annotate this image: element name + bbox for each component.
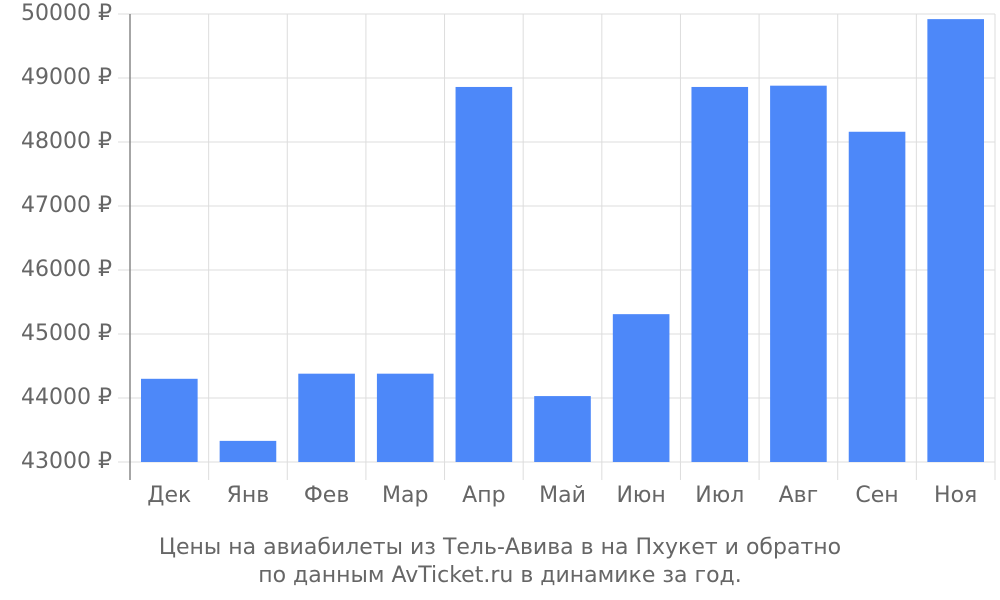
x-tick-label: Апр xyxy=(462,483,505,508)
bar xyxy=(691,86,749,463)
x-tick-label: Мар xyxy=(382,483,428,508)
x-tick-label: Фев xyxy=(304,483,349,508)
bar xyxy=(848,131,906,462)
bar xyxy=(770,85,827,463)
caption-line: Цены на авиабилеты из Тель-Авива в на Пх… xyxy=(159,535,841,560)
bar xyxy=(534,396,591,462)
y-tick-label: 45000 ₽ xyxy=(21,321,112,346)
bar xyxy=(927,19,984,463)
bar xyxy=(141,378,198,462)
y-tick-label: 48000 ₽ xyxy=(21,129,112,154)
bar xyxy=(376,373,434,462)
x-tick-label: Дек xyxy=(147,483,191,508)
bar xyxy=(219,440,277,462)
y-tick-label: 44000 ₽ xyxy=(21,385,112,410)
bar xyxy=(298,373,355,462)
x-tick-label: Июн xyxy=(616,483,665,508)
bar xyxy=(455,86,513,463)
caption-line: по данным AvTicket.ru в динамике за год. xyxy=(258,563,742,588)
y-tick-label: 47000 ₽ xyxy=(21,193,112,218)
x-tick-label: Май xyxy=(539,483,586,508)
x-tick-label: Сен xyxy=(855,483,898,508)
x-tick-label: Янв xyxy=(227,483,270,508)
x-tick-label: Авг xyxy=(779,483,819,508)
y-tick-label: 43000 ₽ xyxy=(21,449,112,474)
y-tick-label: 46000 ₽ xyxy=(21,257,112,282)
y-tick-label: 50000 ₽ xyxy=(21,1,112,26)
bar xyxy=(612,314,670,462)
x-tick-label: Ноя xyxy=(934,483,977,508)
y-tick-label: 49000 ₽ xyxy=(21,65,112,90)
x-tick-label: Июл xyxy=(695,483,744,508)
